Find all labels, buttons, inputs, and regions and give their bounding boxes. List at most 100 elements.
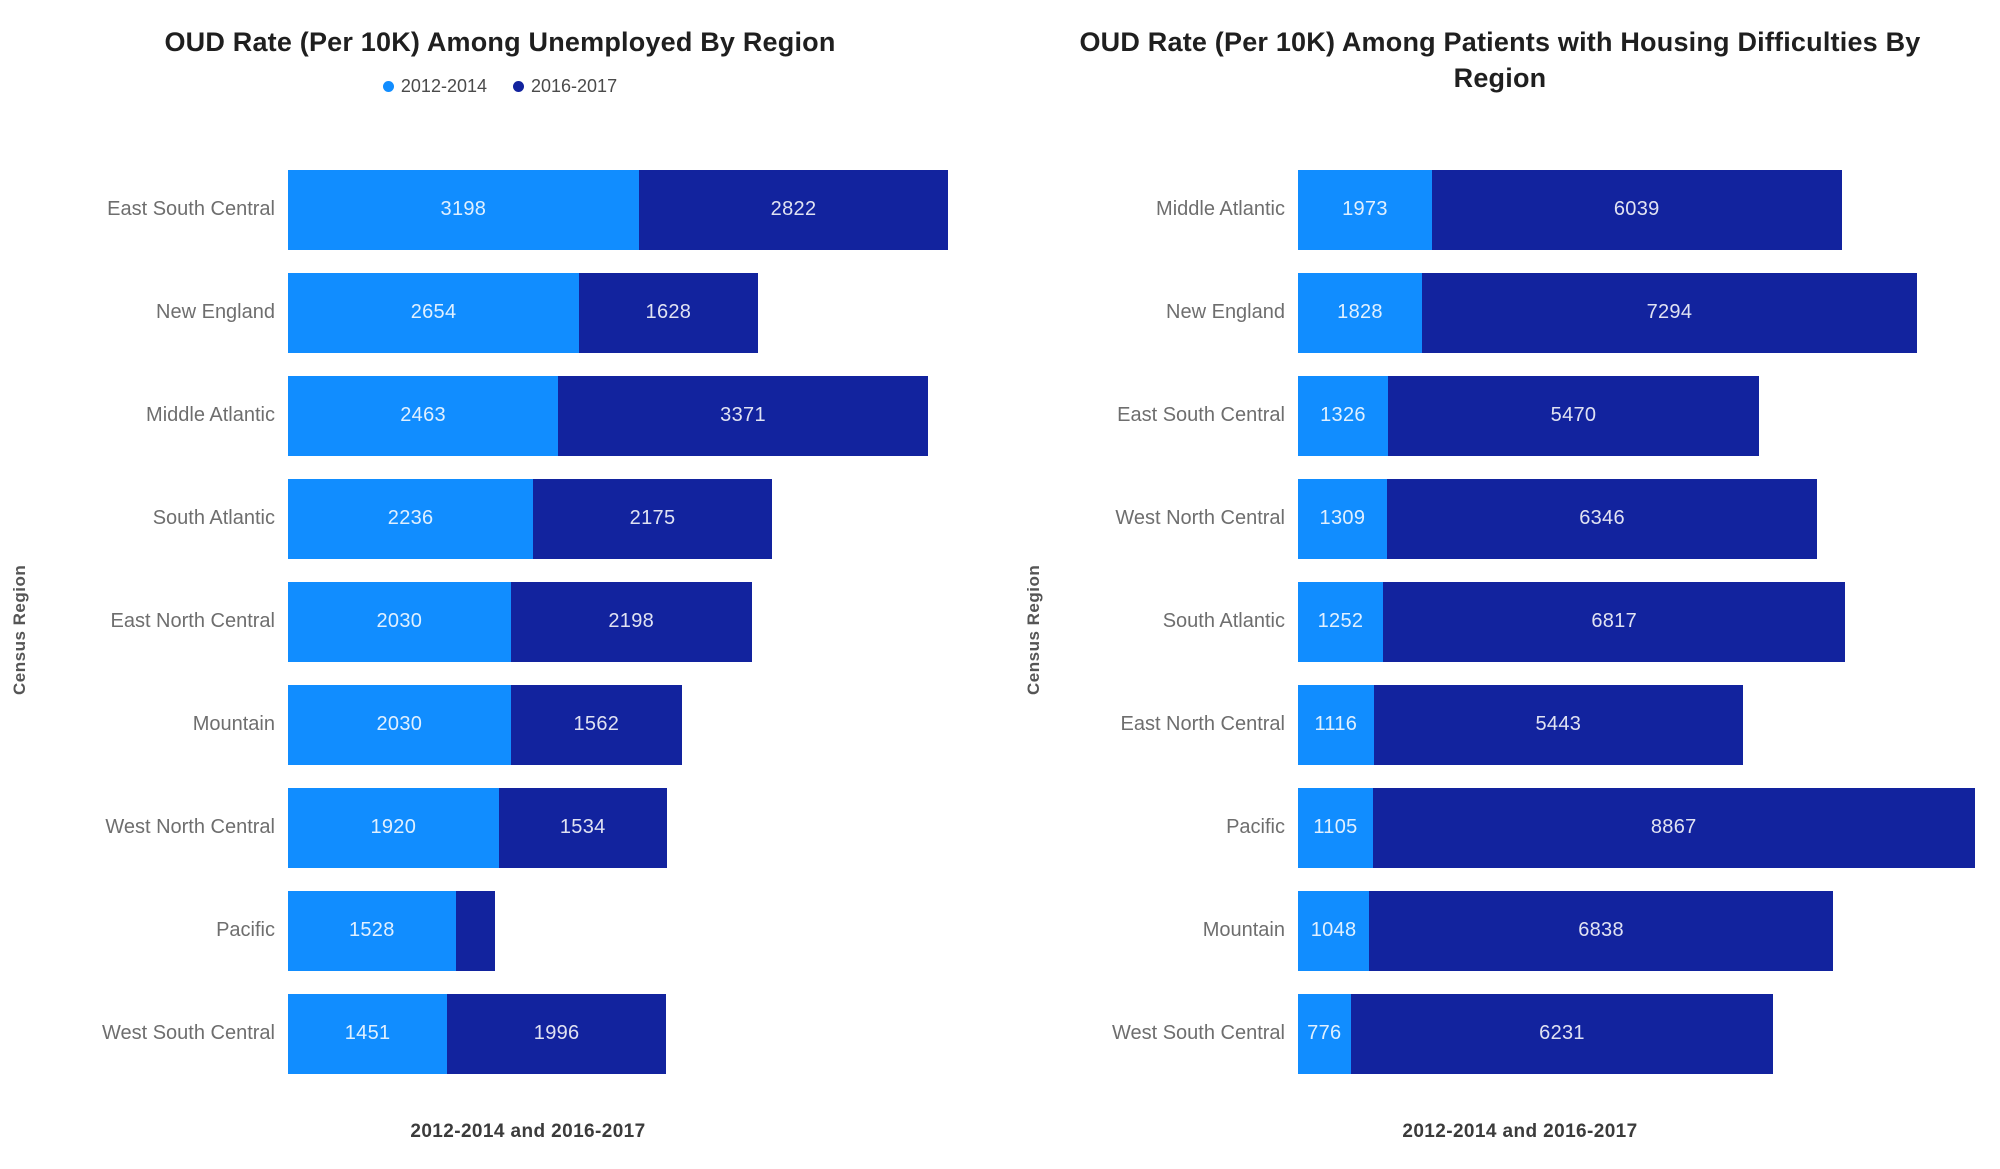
stacked-bar: 1973 6039 bbox=[1298, 169, 1990, 250]
data-label: 1309 bbox=[1319, 507, 1366, 529]
stacked-bar: 1105 8867 bbox=[1298, 787, 1990, 868]
category-label: West South Central bbox=[1111, 1022, 1285, 1044]
category-label: Mountain bbox=[192, 713, 275, 735]
bar-track: 776 6231 bbox=[1298, 993, 1990, 1074]
data-label: 1105 bbox=[1313, 816, 1358, 838]
stacked-bar: 1116 5443 bbox=[1298, 684, 1990, 765]
bar-segment-2016-2017[interactable]: 1996 bbox=[447, 993, 667, 1074]
bar-segment-2016-2017[interactable]: 2822 bbox=[638, 169, 949, 250]
bars-container: East South Central 3198 2822 New England 265… bbox=[0, 150, 1000, 1107]
bar-segment-2012-2014[interactable]: 2463 bbox=[288, 375, 559, 456]
bar-track: 2030 2198 bbox=[288, 581, 990, 662]
bar-row: New England 1828 7294 bbox=[1000, 261, 2000, 364]
bar-segment-2012-2014[interactable]: 2236 bbox=[288, 478, 534, 559]
bar-row: Middle Atlantic 1973 6039 bbox=[1000, 158, 2000, 261]
stacked-bar: 1309 6346 bbox=[1298, 478, 1990, 559]
bar-segment-2016-2017[interactable]: 6838 bbox=[1369, 890, 1833, 971]
data-label: 2463 bbox=[400, 404, 446, 426]
plot-area: Census Region East South Central 3198 2822… bbox=[0, 150, 1000, 1169]
bar-segment-2016-2017[interactable]: 1562 bbox=[510, 684, 682, 765]
bar-segment-2016-2017[interactable]: 6231 bbox=[1350, 993, 1774, 1074]
data-label: 6039 bbox=[1613, 198, 1660, 220]
bar-segment-2016-2017[interactable]: 2175 bbox=[533, 478, 772, 559]
bar-segment-2012-2014[interactable]: 1252 bbox=[1298, 581, 1383, 662]
chart-unemployed: OUD Rate (Per 10K) Among Unemployed By R… bbox=[0, 27, 1000, 1169]
data-label: 7294 bbox=[1646, 301, 1693, 323]
category-label: New England bbox=[156, 301, 275, 323]
bar-track: 3198 2822 bbox=[288, 169, 990, 250]
bar-segment-2012-2014[interactable]: 3198 bbox=[288, 169, 639, 250]
data-label: 8867 bbox=[1650, 816, 1697, 838]
bar-segment-2012-2014[interactable]: 1105 bbox=[1298, 787, 1373, 868]
data-label: 6346 bbox=[1579, 507, 1625, 529]
stacked-bar: 3198 2822 bbox=[288, 169, 990, 250]
bar-track: 2654 1628 bbox=[288, 272, 990, 353]
legend-label: 2012-2014 bbox=[400, 76, 487, 97]
bar-segment-2012-2014[interactable]: 2654 bbox=[288, 272, 580, 353]
legend-dot-icon bbox=[513, 81, 524, 93]
bar-segment-2016-2017[interactable]: 1628 bbox=[579, 272, 758, 353]
data-label: 1048 bbox=[1310, 919, 1357, 941]
category-label: West South Central bbox=[101, 1022, 275, 1044]
bar-segment-2012-2014[interactable]: 1973 bbox=[1298, 169, 1432, 250]
bar-track: 1451 1996 bbox=[288, 993, 990, 1074]
data-label: 2030 bbox=[376, 610, 423, 632]
data-label: 6231 bbox=[1539, 1022, 1585, 1044]
bar-row: West South Central 1451 1996 bbox=[0, 982, 1000, 1085]
bar-segment-2012-2014[interactable]: 1828 bbox=[1298, 272, 1423, 353]
stacked-bar: 1920 1534 bbox=[288, 787, 990, 868]
bar-segment-2012-2014[interactable]: 2030 bbox=[288, 684, 511, 765]
legend-dot-icon bbox=[382, 81, 394, 93]
bar-segment-2012-2014[interactable]: 1528 bbox=[288, 890, 456, 971]
bar-row: New England 2654 1628 bbox=[0, 261, 1000, 364]
data-label: 1828 bbox=[1337, 301, 1383, 323]
bar-segment-2016-2017[interactable] bbox=[455, 890, 496, 971]
data-label: 2236 bbox=[387, 507, 434, 529]
data-label: 1252 bbox=[1317, 610, 1364, 632]
bar-segment-2012-2014[interactable]: 1920 bbox=[288, 787, 499, 868]
data-label: 6838 bbox=[1578, 919, 1624, 941]
legend-item-2016-2017[interactable]: 2016-2017 bbox=[513, 76, 617, 97]
bar-segment-2012-2014[interactable]: 1326 bbox=[1298, 375, 1388, 456]
x-axis-title: 2012-2014 and 2016-2017 bbox=[410, 1121, 646, 1142]
bar-track: 1105 8867 bbox=[1298, 787, 1990, 868]
data-label: 1562 bbox=[573, 713, 620, 735]
bar-row: Pacific 1105 8867 bbox=[1000, 776, 2000, 879]
stacked-bar: 1528 bbox=[288, 890, 990, 971]
bar-segment-2016-2017[interactable]: 5470 bbox=[1387, 375, 1760, 456]
bar-segment-2016-2017[interactable]: 2198 bbox=[510, 581, 752, 662]
bar-segment-2016-2017[interactable]: 1534 bbox=[498, 787, 667, 868]
bar-segment-2012-2014[interactable]: 1451 bbox=[288, 993, 448, 1074]
category-label: East North Central bbox=[110, 610, 275, 632]
x-axis-area: 2012-2014 and 2016-2017 bbox=[0, 1107, 1000, 1169]
bar-row: Middle Atlantic 2463 3371 bbox=[0, 364, 1000, 467]
bar-segment-2016-2017[interactable]: 7294 bbox=[1422, 272, 1917, 353]
bar-segment-2016-2017[interactable]: 6039 bbox=[1431, 169, 1842, 250]
data-label: 1326 bbox=[1320, 404, 1366, 426]
bar-segment-2016-2017[interactable]: 6346 bbox=[1386, 478, 1818, 559]
plot-area: Census Region Middle Atlantic 1973 6039 New… bbox=[1000, 150, 2000, 1169]
data-label: 1528 bbox=[348, 919, 395, 941]
bar-row: East South Central 3198 2822 bbox=[0, 158, 1000, 261]
bar-segment-2012-2014[interactable]: 2030 bbox=[288, 581, 511, 662]
legend-item-2012-2014[interactable]: 2012-2014 bbox=[382, 76, 487, 97]
bar-segment-2012-2014[interactable]: 776 bbox=[1298, 993, 1351, 1074]
bar-row: Mountain 2030 1562 bbox=[0, 673, 1000, 776]
bar-row: West North Central 1309 6346 bbox=[1000, 467, 2000, 570]
stacked-bar: 776 6231 bbox=[1298, 993, 1990, 1074]
bar-track: 1116 5443 bbox=[1298, 684, 1990, 765]
data-label: 5443 bbox=[1535, 713, 1582, 735]
bar-segment-2012-2014[interactable]: 1116 bbox=[1298, 684, 1374, 765]
data-label: 2175 bbox=[629, 507, 676, 529]
category-label: New England bbox=[1166, 301, 1285, 323]
bar-segment-2016-2017[interactable]: 8867 bbox=[1372, 787, 1975, 868]
bar-segment-2012-2014[interactable]: 1309 bbox=[1298, 478, 1387, 559]
bar-segment-2012-2014[interactable]: 1048 bbox=[1298, 890, 1370, 971]
data-label: 1628 bbox=[645, 301, 692, 323]
bar-segment-2016-2017[interactable]: 5443 bbox=[1373, 684, 1743, 765]
bar-row: Pacific 1528 bbox=[0, 879, 1000, 982]
bar-segment-2016-2017[interactable]: 6817 bbox=[1382, 581, 1846, 662]
bar-segment-2016-2017[interactable]: 3371 bbox=[558, 375, 928, 456]
data-label: 2030 bbox=[376, 713, 423, 735]
